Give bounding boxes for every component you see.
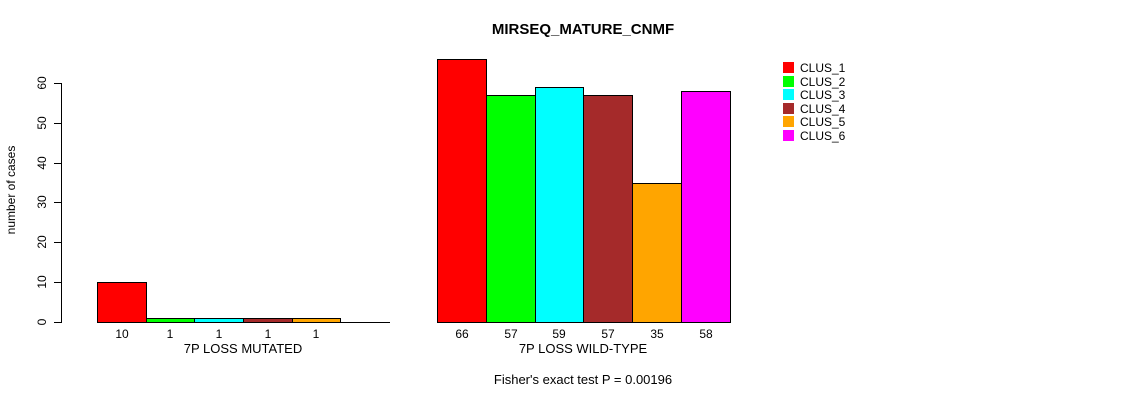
y-axis-tick-label: 60 <box>35 76 49 90</box>
y-axis-tick <box>54 163 61 164</box>
legend-label-clus_4: CLUS_4 <box>800 102 846 116</box>
y-axis-title: number of cases <box>4 145 18 235</box>
legend-label-clus_3: CLUS_3 <box>800 88 846 102</box>
y-axis-tick-label: 10 <box>35 275 49 289</box>
x-group-label-wild-type: 7P LOSS WILD-TYPE <box>518 341 648 356</box>
y-axis-tick-label: 0 <box>35 318 49 326</box>
bar-clus_4 <box>243 318 293 323</box>
bar-clus_4 <box>583 95 633 323</box>
legend-label-clus_1: CLUS_1 <box>800 61 846 75</box>
bar-clus_2 <box>146 318 195 323</box>
bar-value-label: 1 <box>215 327 223 341</box>
legend-swatch-clus_1 <box>783 62 794 73</box>
legend-label-clus_5: CLUS_5 <box>800 115 846 129</box>
bar-clus_6 <box>681 91 731 323</box>
y-axis-tick-label: 50 <box>35 116 49 130</box>
fisher-test-annotation: Fisher's exact test P = 0.00196 <box>493 372 673 387</box>
bar-clus_3 <box>535 87 584 323</box>
bar-clus_2 <box>486 95 536 323</box>
x-group-label-mutated: 7P LOSS MUTATED <box>183 341 303 356</box>
chart-title: MIRSEQ_MATURE_CNMF <box>491 21 675 38</box>
bar-clus_5 <box>292 318 341 323</box>
legend-swatch-clus_2 <box>783 76 794 87</box>
legend-swatch-clus_4 <box>783 103 794 114</box>
y-axis-tick <box>54 202 61 203</box>
legend-label-clus_6: CLUS_6 <box>800 129 846 143</box>
y-axis-tick <box>54 322 61 323</box>
y-axis-tick-label: 40 <box>35 156 49 170</box>
bar-value-label: 1 <box>166 327 174 341</box>
legend-swatch-clus_3 <box>783 89 794 100</box>
bar-clus_5 <box>632 183 682 323</box>
bar-clus_3 <box>194 318 244 323</box>
bar-clus_1 <box>97 282 147 323</box>
bar-value-label: 57 <box>601 327 615 341</box>
bar-value-label: 35 <box>650 327 664 341</box>
y-axis-tick <box>54 123 61 124</box>
y-axis-tick-label: 20 <box>35 235 49 249</box>
bar-clus_1 <box>437 59 487 323</box>
y-axis-tick <box>54 242 61 243</box>
bar-value-label: 10 <box>115 327 129 341</box>
legend-label-clus_2: CLUS_2 <box>800 75 846 89</box>
bar-value-label: 1 <box>264 327 272 341</box>
y-axis-tick <box>54 83 61 84</box>
bar-value-label: 58 <box>699 327 713 341</box>
y-axis-tick <box>54 282 61 283</box>
y-axis-tick-label: 30 <box>35 195 49 209</box>
bar-value-label: 59 <box>552 327 566 341</box>
legend-swatch-clus_6 <box>783 130 794 141</box>
bar-value-label: 57 <box>504 327 518 341</box>
bar-value-label: 1 <box>312 327 320 341</box>
bar-value-label: 66 <box>455 327 469 341</box>
legend-swatch-clus_5 <box>783 116 794 127</box>
y-axis-line <box>61 83 62 323</box>
